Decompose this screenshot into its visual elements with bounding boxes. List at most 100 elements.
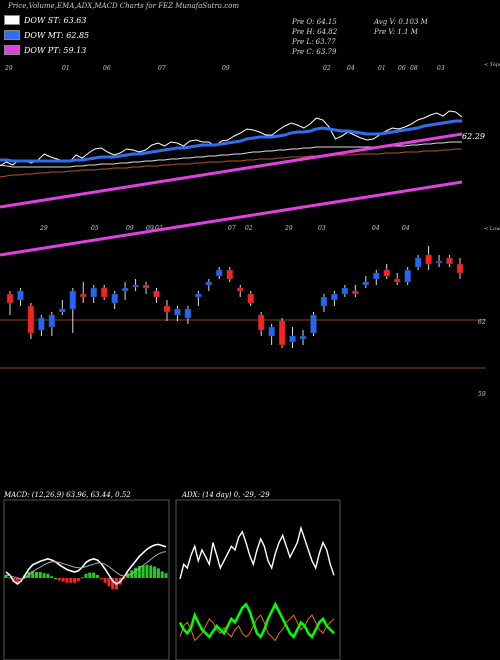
- macd-histogram-bar: [137, 566, 141, 578]
- top-date-label: 04: [347, 65, 355, 72]
- candle-body: [184, 308, 192, 319]
- legend-label-st: DOW ST: 63.63: [24, 15, 87, 25]
- candle-body: [310, 314, 317, 334]
- tops-label: < Tops: [484, 62, 500, 68]
- macd-line-0: [5, 543, 167, 586]
- top-date-label: 06: [103, 65, 111, 72]
- macd-label: MACD: (12,26,9) 63.96, 63.44, 0.52: [4, 491, 131, 499]
- bottom-date-label: 05: [91, 225, 99, 232]
- macd-histogram-bar: [76, 578, 80, 581]
- top-date-label: 06: [398, 65, 406, 72]
- top-date-label: 01: [378, 65, 386, 72]
- macd-histogram-bar: [61, 578, 65, 582]
- top-date-label: 01: [62, 65, 70, 72]
- stat-pre-volume: Pre V: 1.1 M: [374, 28, 418, 36]
- candle-body: [80, 293, 87, 298]
- ema-line-3: [0, 148, 462, 178]
- macd-histogram-bar: [73, 578, 77, 583]
- candle-body: [100, 287, 108, 298]
- macd-histogram-bar: [103, 578, 107, 583]
- candle-body: [404, 269, 411, 283]
- macd-histogram-bar: [69, 578, 73, 583]
- candle-body: [383, 269, 390, 277]
- candle-body: [289, 335, 296, 343]
- macd-histogram-bar: [38, 572, 42, 578]
- adx-line-2: [179, 614, 335, 642]
- ema-line-4: [0, 132, 463, 209]
- page-title: Price,Volume,EMA,ADX,MACD Charts for FEZ…: [8, 2, 240, 10]
- candle-body: [435, 260, 443, 264]
- stat-pre-close: Pre C: 63.79: [292, 48, 337, 56]
- candle-body: [299, 335, 307, 340]
- candle-body: [247, 293, 254, 304]
- top-date-label: 09: [222, 65, 230, 72]
- macd-histogram-bar: [31, 570, 35, 578]
- macd-histogram-bar: [107, 578, 111, 587]
- ema-line-1: [0, 119, 462, 163]
- bottom-date-label: 07: [228, 225, 236, 232]
- macd-histogram-bar: [80, 577, 84, 579]
- candle-body: [456, 263, 464, 274]
- candle-body: [226, 269, 234, 280]
- candle-body: [257, 314, 265, 331]
- bottom-date-label: 02: [245, 225, 253, 232]
- candle-body: [132, 284, 139, 288]
- candle-body: [6, 293, 14, 304]
- candle-body: [268, 326, 275, 337]
- macd-histogram-bar: [34, 572, 38, 578]
- macd-histogram-bar: [111, 578, 115, 590]
- macd-histogram-bar: [15, 578, 19, 584]
- candle-body: [90, 287, 97, 298]
- candle-body: [111, 293, 118, 304]
- ema-line-0: [0, 110, 463, 167]
- adx-label: ADX: (14 day) 0, -29, -29: [182, 491, 270, 499]
- candle-body: [38, 317, 45, 331]
- bottom-date-label: 09: [146, 225, 154, 232]
- candle-body: [320, 296, 328, 307]
- bottom-date-label: 29: [39, 225, 48, 232]
- stat-pre-low: Pre L: 63.77: [292, 38, 336, 46]
- macd-histogram-bar: [149, 565, 153, 578]
- macd-line-1: [5, 551, 167, 580]
- macd-histogram-bar: [46, 573, 50, 578]
- candle-body: [17, 290, 24, 301]
- legend-swatch-st: [4, 15, 20, 25]
- candle-body: [393, 278, 401, 283]
- legend-dow-pt: DOW PT: 59.13: [4, 45, 86, 55]
- macd-histogram-bar: [92, 572, 96, 578]
- candle-body: [425, 254, 432, 265]
- bottom-date-label: 03: [318, 225, 326, 232]
- macd-histogram-bar: [65, 578, 69, 583]
- macd-histogram-bar: [42, 573, 46, 578]
- candle-body: [373, 272, 380, 280]
- legend-dow-mt: DOW MT: 62.85: [4, 30, 89, 40]
- bottom-date-label: 04: [402, 225, 410, 232]
- top-date-label: 03: [437, 65, 445, 72]
- candle-body: [414, 257, 422, 268]
- macd-histogram-bar: [141, 565, 145, 578]
- macd-histogram-bar: [54, 578, 58, 579]
- adx-line-0: [179, 525, 335, 580]
- candle-body: [216, 269, 223, 277]
- lows-label: < Lows: [484, 226, 500, 232]
- macd-histogram-bar: [156, 568, 160, 578]
- candle-body: [278, 320, 286, 346]
- candle-body: [48, 314, 56, 328]
- candle-body: [121, 287, 129, 292]
- top-date-label: 29: [4, 65, 13, 72]
- candle-body: [446, 257, 453, 265]
- macd-histogram-bar: [164, 573, 168, 578]
- macd-histogram-bar: [4, 575, 8, 578]
- candle-body: [195, 293, 202, 298]
- macd-histogram-bar: [23, 575, 27, 578]
- top-date-label: 07: [158, 65, 166, 72]
- legend-label-pt: DOW PT: 59.13: [24, 45, 87, 55]
- macd-histogram-bar: [8, 577, 12, 579]
- legend-swatch-mt: [4, 30, 20, 40]
- candle-body: [59, 308, 66, 313]
- macd-histogram-bar: [145, 564, 149, 578]
- macd-histogram-bar: [134, 567, 138, 578]
- candle-body: [163, 305, 171, 313]
- candle-body: [142, 284, 150, 289]
